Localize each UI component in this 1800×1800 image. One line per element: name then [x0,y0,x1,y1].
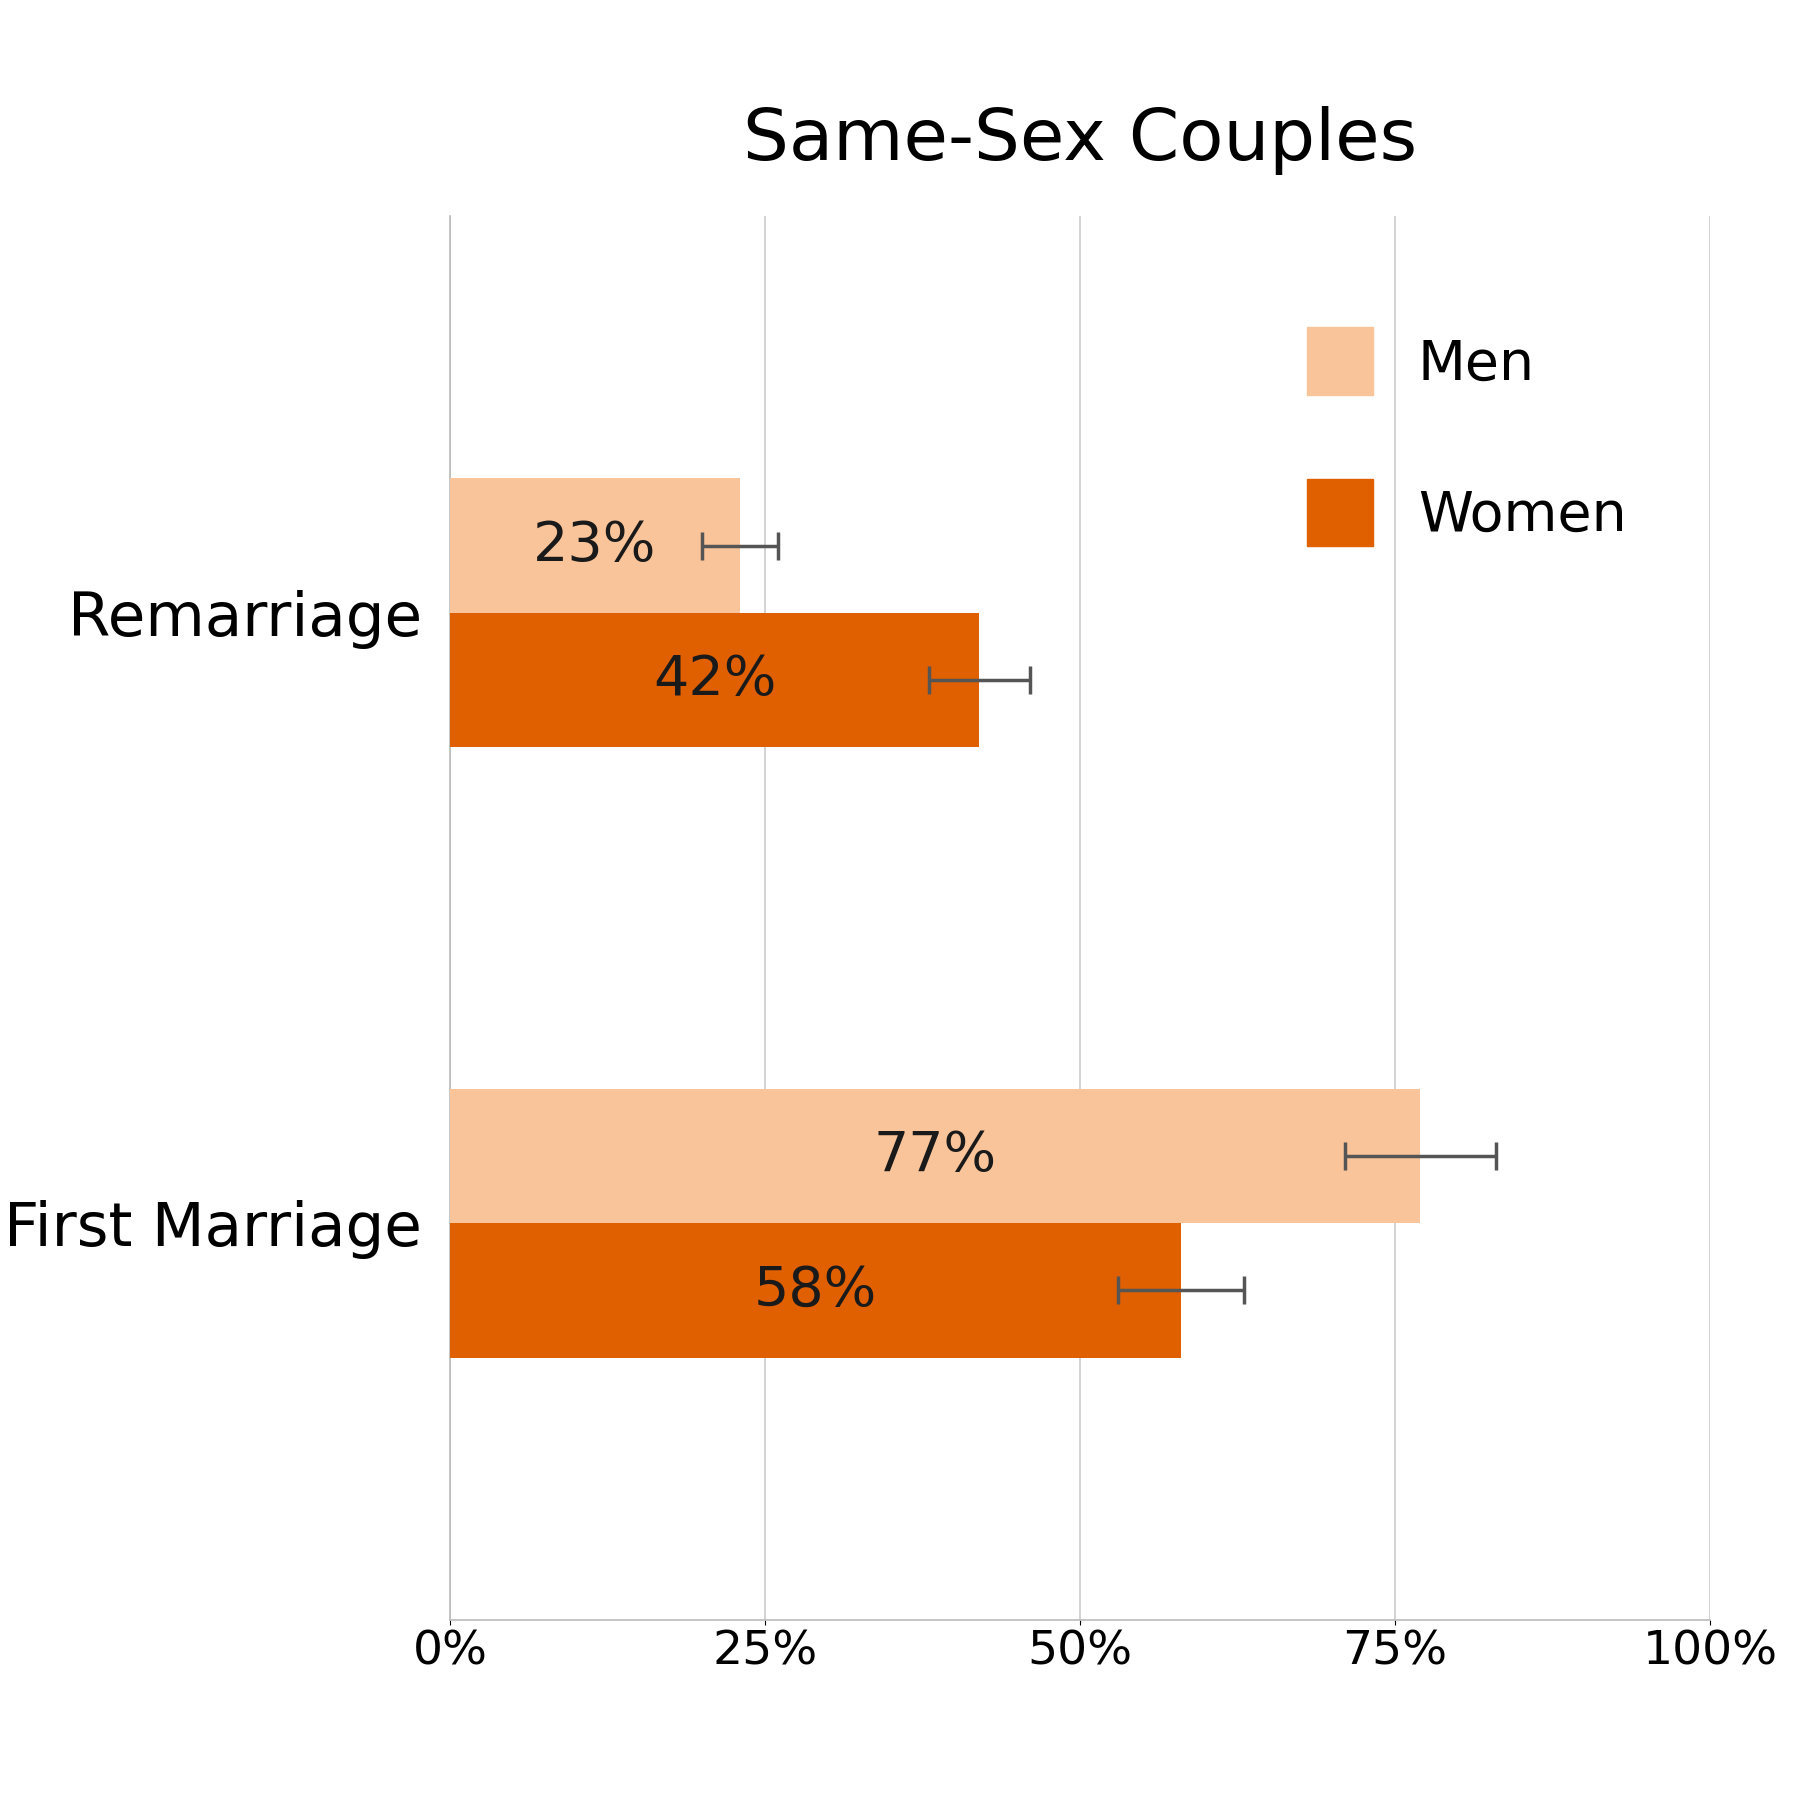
Text: 77%: 77% [873,1129,997,1183]
Title: Same-Sex Couples: Same-Sex Couples [743,106,1417,175]
Text: 58%: 58% [754,1264,877,1318]
Legend: Men, Women: Men, Women [1251,272,1683,601]
Text: 23%: 23% [533,518,657,572]
Bar [450,612,979,747]
Text: 42%: 42% [653,653,776,707]
Bar [450,1224,1181,1357]
Bar [450,1089,1420,1224]
Bar [450,479,740,612]
